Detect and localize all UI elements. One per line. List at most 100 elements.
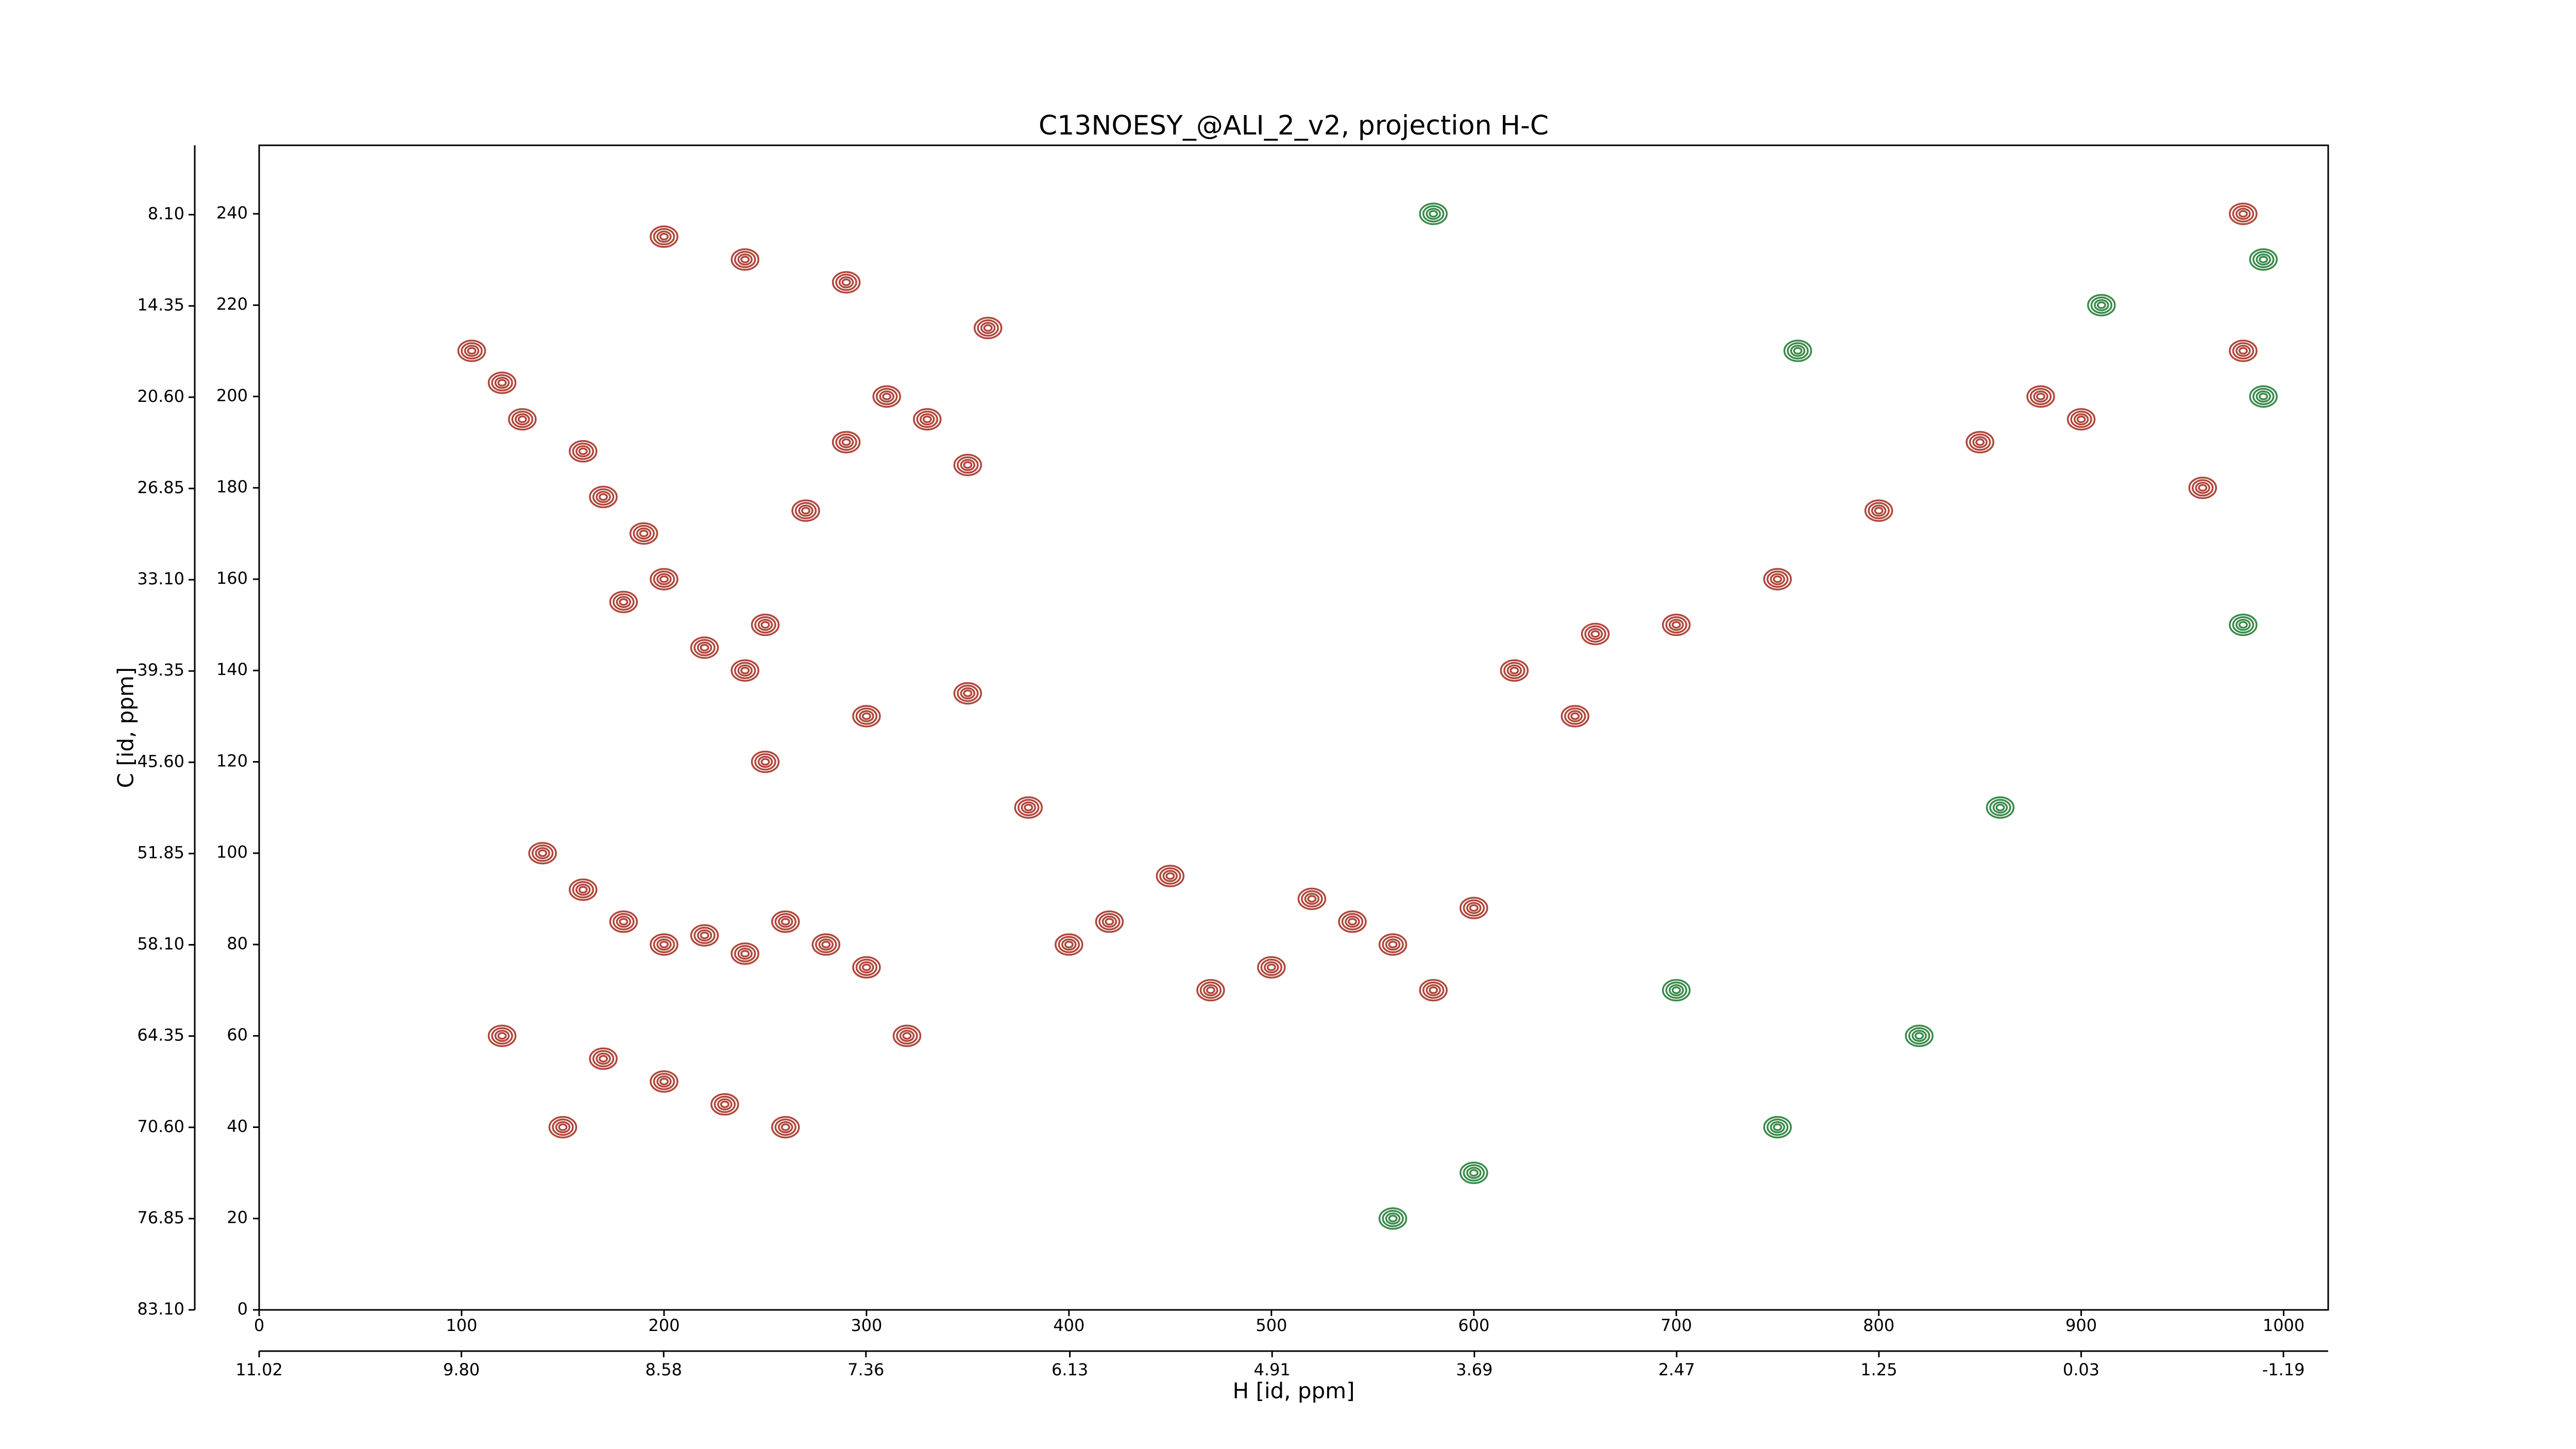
x-tick-label: 0 xyxy=(254,1316,264,1335)
peak-contour xyxy=(771,910,800,933)
y2-tick-label: 20.60 xyxy=(137,386,184,406)
peak-contour xyxy=(650,568,679,591)
y2-tick-label: 39.35 xyxy=(137,660,184,680)
peak-contour xyxy=(1156,865,1185,887)
peak-contour xyxy=(1257,956,1286,979)
peak-contour xyxy=(650,225,679,248)
peak-contour xyxy=(1459,897,1488,919)
peak-contour xyxy=(832,431,861,453)
x-tick-label: 900 xyxy=(2065,1316,2097,1335)
y-tick-label: 120 xyxy=(216,751,248,770)
x2-tick-label: 6.13 xyxy=(1052,1360,1088,1379)
y-tick-label: 0 xyxy=(238,1299,248,1319)
peak-contour xyxy=(2229,613,2258,636)
y-tick-label: 180 xyxy=(216,477,248,497)
peak-contour xyxy=(1662,613,1691,636)
y-tick-label: 40 xyxy=(227,1116,248,1136)
x2-tick-label: -1.19 xyxy=(2262,1360,2305,1379)
peak-contour xyxy=(1196,979,1225,1002)
peak-contour xyxy=(2188,476,2217,499)
y-tick-label: 220 xyxy=(216,294,248,314)
x-tick-label: 800 xyxy=(1863,1316,1894,1335)
peak-contour xyxy=(1986,796,2015,819)
y2-tick-label: 64.35 xyxy=(137,1025,184,1045)
x2-tick-label: 11.02 xyxy=(235,1360,283,1379)
x2-tick-label: 8.58 xyxy=(646,1360,682,1379)
peak-contour xyxy=(1581,622,1610,646)
y2-tick-label: 70.60 xyxy=(137,1117,184,1136)
peak-contour xyxy=(1905,1024,1934,1047)
peak-contour xyxy=(1378,933,1408,956)
peak-contour xyxy=(1419,979,1448,1002)
peak-contour xyxy=(2066,408,2096,431)
peak-contour xyxy=(2249,385,2278,408)
peak-contour xyxy=(771,1116,800,1139)
x-tick-label: 300 xyxy=(851,1316,882,1335)
x2-tick-label: 0.03 xyxy=(2063,1360,2099,1379)
peak-contour xyxy=(1763,568,1792,591)
peak-contour xyxy=(710,1093,739,1116)
peak-contour xyxy=(589,485,618,509)
peak-contour xyxy=(1763,1116,1792,1139)
peak-contour xyxy=(751,613,780,636)
y2-tick-label: 45.60 xyxy=(137,751,184,771)
peak-contour xyxy=(2229,203,2258,225)
x2-tick-label: 3.69 xyxy=(1456,1360,1493,1379)
peak-contour xyxy=(690,924,719,947)
y-tick-label: 80 xyxy=(227,934,248,953)
peak-contour xyxy=(953,682,982,705)
peak-contour xyxy=(2229,340,2258,362)
peak-contour xyxy=(731,659,759,682)
peak-contour xyxy=(791,499,820,522)
peak-contour xyxy=(2026,385,2055,408)
x2-tick-label: 7.36 xyxy=(848,1360,884,1379)
x-tick-label: 1000 xyxy=(2263,1316,2304,1335)
peak-contour xyxy=(2249,248,2278,271)
y2-tick-label: 83.10 xyxy=(137,1299,184,1319)
peak-contour xyxy=(1338,910,1367,933)
peak-contour xyxy=(1095,910,1124,933)
peak-contour xyxy=(953,453,982,477)
x-tick-label: 700 xyxy=(1660,1316,1692,1335)
peak-contour xyxy=(1014,796,1043,819)
peak-contour xyxy=(973,316,1003,340)
peak-contour xyxy=(913,408,942,431)
peak-contour xyxy=(1419,203,1448,225)
peak-contour xyxy=(852,705,881,728)
x-tick-label: 200 xyxy=(648,1316,680,1335)
peak-contour xyxy=(892,1024,922,1047)
peak-contour xyxy=(1297,887,1327,911)
peak-contour xyxy=(548,1116,578,1139)
peak-contour xyxy=(852,956,881,979)
peak-contour xyxy=(1459,1161,1488,1184)
peak-contour xyxy=(650,933,679,956)
peak-contour xyxy=(487,372,517,394)
peak-contour xyxy=(487,1024,517,1047)
peak-contour xyxy=(568,440,598,463)
x-tick-label: 500 xyxy=(1256,1316,1287,1335)
y2-tick-label: 51.85 xyxy=(137,843,184,862)
peak-contour xyxy=(1561,705,1589,728)
peak-contour xyxy=(1662,979,1691,1002)
y-tick-label: 240 xyxy=(216,203,248,223)
y2-tick-label: 76.85 xyxy=(137,1208,184,1227)
peak-contour xyxy=(568,878,598,901)
peak-contour xyxy=(731,248,759,271)
peak-contour xyxy=(731,942,759,965)
peak-contour xyxy=(1965,431,1994,453)
peak-contour xyxy=(1864,499,1893,522)
y-tick-label: 100 xyxy=(216,843,248,862)
peak-contour xyxy=(1500,659,1529,682)
peak-contour xyxy=(650,1070,679,1093)
peak-contour xyxy=(528,841,557,865)
peak-contour xyxy=(609,910,638,933)
chart-title: C13NOESY_@ALI_2_v2, projection H-C xyxy=(1039,110,1549,141)
peak-contour xyxy=(690,636,719,659)
x2-tick-label: 1.25 xyxy=(1860,1360,1897,1379)
peak-contour xyxy=(751,750,780,773)
peak-contour xyxy=(872,385,901,408)
y2-tick-label: 26.85 xyxy=(137,478,184,497)
y-tick-label: 140 xyxy=(216,660,248,679)
